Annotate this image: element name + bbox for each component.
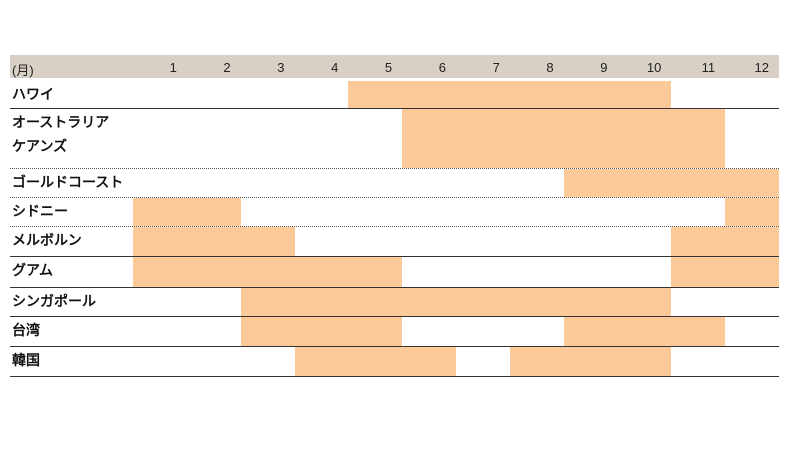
bar bbox=[133, 227, 295, 256]
row-line bbox=[10, 168, 779, 169]
x-tick-label: 9 bbox=[600, 60, 608, 75]
row-line bbox=[10, 376, 779, 377]
bar bbox=[563, 317, 726, 346]
row-label: 台湾 bbox=[12, 322, 40, 338]
row-line bbox=[10, 197, 779, 198]
x-tick-label: 6 bbox=[438, 60, 446, 75]
bar bbox=[563, 169, 779, 197]
row-label: ゴールドコースト bbox=[12, 174, 124, 190]
header-band bbox=[10, 55, 779, 78]
row-label: グアム bbox=[12, 262, 54, 278]
row-label: シンガポール bbox=[12, 293, 96, 309]
x-tick-label: 12 bbox=[754, 60, 769, 75]
row-line bbox=[10, 287, 779, 288]
bar bbox=[509, 347, 672, 376]
x-tick-label: 2 bbox=[223, 60, 231, 75]
x-tick-label: 3 bbox=[277, 60, 285, 75]
x-tick-label: 7 bbox=[492, 60, 500, 75]
bar bbox=[240, 317, 403, 346]
bar bbox=[294, 347, 456, 376]
bar bbox=[671, 257, 779, 287]
x-axis-label: (月) bbox=[12, 63, 34, 78]
bar bbox=[133, 198, 241, 226]
x-tick-label: 1 bbox=[169, 60, 177, 75]
row-label: メルボルン bbox=[12, 232, 82, 248]
bar bbox=[671, 227, 779, 256]
row-label: オーストラリア ケアンズ bbox=[12, 114, 110, 154]
row-line bbox=[10, 256, 779, 257]
row-label: シドニー bbox=[12, 203, 68, 219]
x-tick-label: 5 bbox=[384, 60, 393, 75]
x-tick-label: 8 bbox=[546, 60, 554, 75]
bar bbox=[348, 81, 672, 108]
row-label: ハワイ bbox=[12, 86, 54, 102]
row-line bbox=[10, 316, 779, 317]
bar bbox=[725, 198, 779, 226]
bar bbox=[240, 288, 672, 316]
bar bbox=[133, 257, 403, 287]
row-line bbox=[10, 346, 779, 347]
row-line bbox=[10, 226, 779, 227]
row-label: 韓国 bbox=[12, 352, 40, 368]
bar bbox=[402, 109, 726, 168]
x-tick-label: 4 bbox=[331, 60, 339, 75]
row-line bbox=[10, 108, 779, 109]
x-tick-label: 10 bbox=[646, 60, 662, 75]
x-tick-label: 11 bbox=[701, 60, 716, 75]
